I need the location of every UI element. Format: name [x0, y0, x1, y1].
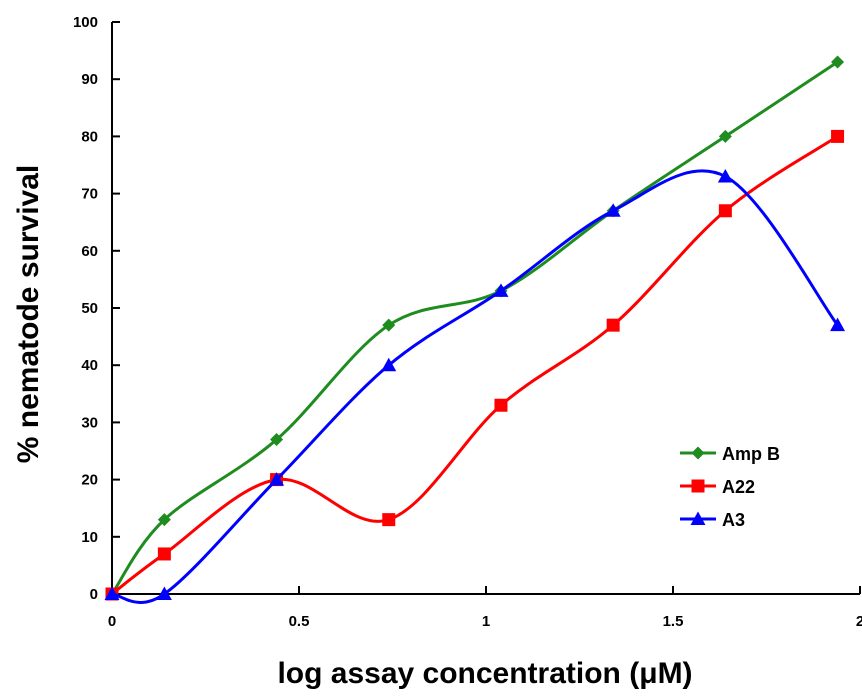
legend: Amp B A22 A3	[680, 444, 780, 530]
y-axis-title: % nematode survival	[12, 165, 45, 463]
data-point-a22	[606, 318, 620, 332]
y-tick-label: 100	[73, 14, 98, 31]
data-point-amp-b	[831, 55, 845, 69]
data-point-a3	[605, 203, 621, 217]
data-point-a3	[493, 283, 509, 297]
y-tick-label: 50	[81, 300, 98, 317]
legend-label: Amp B	[722, 444, 780, 464]
legend-item-a3: A3	[680, 510, 745, 530]
data-point-a3	[156, 586, 172, 600]
data-point-a22	[718, 204, 732, 218]
data-point-amp-b	[382, 318, 396, 332]
legend-label: A3	[722, 510, 745, 530]
data-point-amp-b	[718, 129, 732, 143]
data-point-a3	[104, 586, 120, 600]
series-a3	[104, 168, 846, 604]
legend-item-amp-b: Amp B	[680, 444, 780, 464]
x-tick-label: 0	[108, 613, 116, 630]
series-line-a3	[111, 169, 839, 604]
data-point-a22	[157, 547, 171, 561]
axes: 0 10 20 30 40 50 60 70 80 90 100 0 0.5 1 1.5 2	[73, 14, 862, 630]
x-tick-label: 1.5	[663, 613, 684, 630]
data-point-a3	[717, 168, 733, 183]
y-tick-label: 10	[81, 529, 98, 546]
data-point-a3	[269, 472, 285, 486]
data-point-a3	[381, 357, 397, 372]
x-tick-label: 2	[856, 613, 862, 630]
data-point-amp-b	[270, 433, 284, 447]
y-tick-label: 70	[81, 186, 98, 203]
series-layer	[104, 55, 846, 604]
x-tick-label: 1	[482, 613, 490, 630]
data-point-a22	[382, 513, 396, 527]
y-tick-label: 40	[81, 357, 98, 374]
y-tick-label: 20	[81, 472, 98, 489]
data-point-a3	[830, 317, 846, 332]
y-tick-label: 30	[81, 414, 98, 431]
legend-marker	[691, 446, 705, 460]
data-point-amp-b	[157, 513, 171, 527]
y-tick-label: 80	[81, 128, 98, 145]
x-axis-title: log assay concentration (μM)	[277, 657, 692, 690]
series-line-amp-b	[110, 60, 839, 595]
series-line-a22	[111, 135, 839, 596]
x-tick-label: 0.5	[289, 613, 310, 630]
data-point-a22	[831, 129, 845, 143]
legend-marker	[691, 479, 705, 493]
legend-item-a22: A22	[680, 477, 755, 497]
y-tick-label: 60	[81, 243, 98, 260]
legend-marker	[690, 511, 706, 525]
y-tick-label: 90	[81, 71, 98, 88]
legend-label: A22	[722, 477, 755, 497]
y-tick-label: 0	[90, 586, 98, 603]
data-point-a22	[494, 398, 508, 412]
